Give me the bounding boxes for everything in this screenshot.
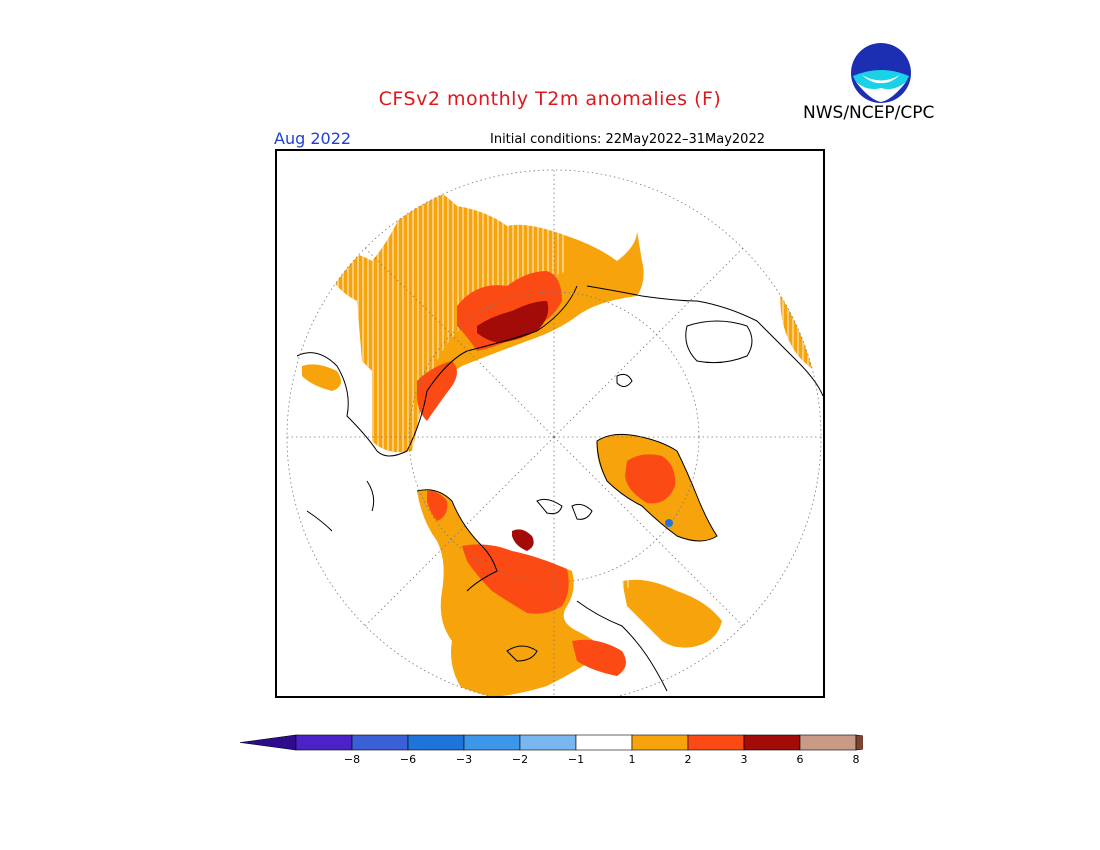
anomaly-region-scandinavia xyxy=(302,364,341,391)
colorbar-tick-label: 6 xyxy=(797,753,804,766)
colorbar-tick-label: 8 xyxy=(853,753,860,766)
colorbar-bin xyxy=(575,734,633,751)
anomaly-region-alaska-red xyxy=(427,490,448,521)
colorbar-tick-label: −8 xyxy=(344,753,360,766)
colorbar-bin xyxy=(631,734,689,751)
colorbar-bin xyxy=(519,734,577,751)
colorbar-tick-label: −3 xyxy=(456,753,472,766)
initial-conditions-label: Initial conditions: 22May2022–31May2022 xyxy=(490,132,765,147)
anomaly-region-west-siberia-red xyxy=(417,361,457,421)
anomaly-region-greenland-red xyxy=(625,454,676,504)
polar-map xyxy=(275,149,825,698)
colorbar-tick-label: 2 xyxy=(685,753,692,766)
chart-title: CFSv2 monthly T2m anomalies (F) xyxy=(378,88,722,110)
anomaly-region-east-canada-hatch xyxy=(572,566,637,631)
map-canvas xyxy=(286,169,823,696)
anomaly-region-hudson-red xyxy=(572,639,626,676)
anomaly-region-siberia-hatch xyxy=(327,188,567,453)
colorbar-tick-label: −6 xyxy=(400,753,416,766)
anomaly-region-greenland-blue xyxy=(665,519,673,527)
coastlines xyxy=(296,285,823,692)
colorbar-tick-label: 3 xyxy=(741,753,748,766)
colorbar-bin xyxy=(295,734,353,751)
colorbar-tick-label: 1 xyxy=(629,753,636,766)
valid-month-label: Aug 2022 xyxy=(274,129,352,148)
colorbar-bin xyxy=(743,734,801,751)
anomaly-region-arctic-canada-darkred xyxy=(512,529,534,551)
colorbar-bin xyxy=(351,734,409,751)
colorbar-bin xyxy=(799,734,857,751)
noaa-logo xyxy=(851,43,911,103)
anomaly-region-north-america-red xyxy=(462,544,569,614)
colorbar-high-extend xyxy=(855,734,863,751)
colorbar-bin xyxy=(463,734,521,751)
colorbar-bin xyxy=(687,734,745,751)
colorbar-bin xyxy=(407,734,465,751)
graticule xyxy=(286,169,822,696)
colorbar: −8 −6 −3 −2 −1 1 2 3 6 8 xyxy=(239,734,863,766)
colorbar-low-extend xyxy=(239,734,297,751)
agency-label: NWS/NCEP/CPC xyxy=(803,103,935,123)
anomaly-region-europe-hatch xyxy=(780,276,819,371)
colorbar-tick-label: −1 xyxy=(568,753,584,766)
anomaly-region-siberia-darkred xyxy=(477,301,549,343)
anomaly-region-labrador xyxy=(622,579,722,648)
colorbar-tick-label: −2 xyxy=(512,753,528,766)
